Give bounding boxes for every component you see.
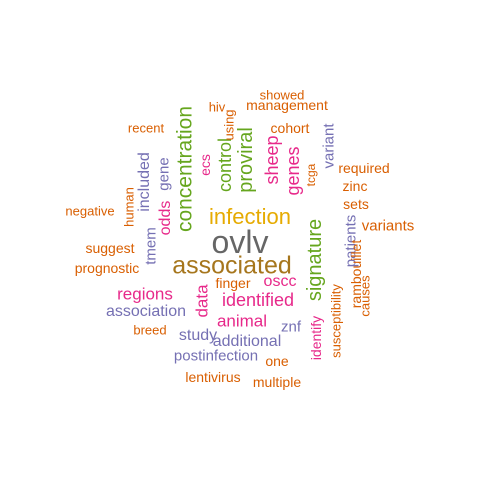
- word-sets: sets: [343, 196, 369, 212]
- word-variant: variant: [320, 123, 338, 169]
- word-gene: gene: [155, 157, 173, 191]
- word-one: one: [265, 353, 289, 369]
- word-oscc: oscc: [263, 273, 297, 290]
- word-prognostic: prognostic: [74, 260, 140, 276]
- word-susceptibility: susceptibility: [328, 284, 344, 358]
- word-association: association: [105, 303, 187, 320]
- word-ecs: ecs: [197, 154, 213, 176]
- word-concentration: concentration: [173, 105, 197, 233]
- word-genes: genes: [283, 146, 303, 196]
- word-recent: recent: [127, 120, 165, 136]
- word-breed: breed: [133, 322, 167, 338]
- word-management: management: [246, 97, 328, 113]
- word-human: human: [121, 187, 137, 227]
- word-tcga: tcga: [304, 163, 318, 187]
- word-postinfection: postinfection: [173, 347, 259, 365]
- word-proviral: proviral: [235, 127, 257, 193]
- word-causes: causes: [357, 275, 373, 317]
- word-identified: identified: [221, 290, 295, 310]
- word-study: study: [178, 327, 218, 344]
- word-hiv: hiv: [208, 99, 226, 115]
- word-finger: finger: [215, 275, 251, 291]
- word-lentivirus: lentivirus: [185, 369, 241, 385]
- word-ovlv: ovlv: [211, 224, 269, 260]
- word-animal: animal: [216, 311, 268, 331]
- word-cohort: cohort: [270, 120, 310, 136]
- word-associated: associated: [172, 251, 292, 280]
- word-infection: infection: [209, 204, 291, 229]
- word-tmem: tmem: [142, 227, 160, 265]
- word-odds: odds: [157, 200, 174, 236]
- word-suggest: suggest: [85, 240, 135, 256]
- word-data: data: [192, 284, 212, 318]
- word-control: control: [215, 137, 235, 193]
- word-identify: identify: [308, 315, 324, 361]
- word-variants: variants: [361, 217, 415, 235]
- word-signature: signature: [304, 218, 326, 302]
- word-required: required: [338, 160, 390, 176]
- word-negative: negative: [65, 203, 115, 219]
- word-regions: regions: [117, 284, 173, 304]
- word-zinc: zinc: [342, 178, 368, 194]
- word-additional: additional: [212, 333, 282, 350]
- word-showed: showed: [259, 87, 305, 103]
- word-multiple: multiple: [252, 374, 302, 390]
- word-sheep: sheep: [262, 135, 282, 185]
- word-znf: znf: [280, 318, 302, 336]
- word-included: included: [136, 152, 153, 212]
